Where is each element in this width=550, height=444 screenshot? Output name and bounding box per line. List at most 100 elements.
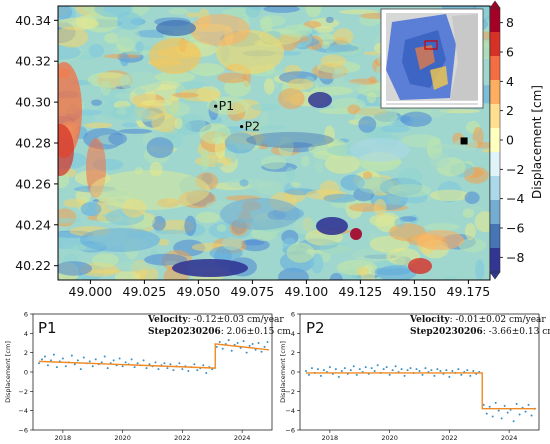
colorbar-segment (490, 176, 500, 200)
ts-data-point (358, 368, 361, 371)
ts-data-point (406, 369, 409, 372)
ts-data-point (418, 370, 421, 373)
raster-texture (325, 16, 334, 24)
raster-texture (121, 122, 138, 128)
ts-data-point (266, 341, 269, 344)
ts-data-point (518, 413, 521, 416)
ts-data-point (106, 367, 109, 370)
ts-data-point (506, 411, 509, 414)
colorbar-tick-label: −6 (506, 221, 524, 236)
ts-data-point (145, 367, 148, 370)
ts-data-point (142, 359, 145, 362)
raster-texture (430, 152, 450, 169)
p1-step-label: Step20230206 (148, 327, 221, 337)
ts-data-point (527, 403, 530, 406)
raster-texture (319, 241, 351, 255)
raster-anomaly (80, 228, 160, 252)
raster-texture (201, 149, 210, 171)
ts-data-point (448, 375, 451, 378)
ts-data-point (488, 405, 491, 408)
ts-data-point (466, 369, 469, 372)
ts-data-point (503, 404, 506, 407)
raster-texture (157, 73, 176, 81)
raster-texture (149, 162, 163, 177)
raster-texture (135, 41, 144, 54)
p1-trend-line (38, 343, 270, 369)
ts-y-tick-label: 4 (24, 330, 28, 338)
raster-texture (481, 148, 490, 153)
raster-texture (114, 271, 141, 280)
map-y-tick-label: 40.26 (15, 176, 51, 191)
inset-sea (450, 14, 478, 100)
raster-texture (332, 68, 345, 86)
ts-data-point (491, 415, 494, 418)
raster-texture (195, 172, 219, 191)
map-x-tick-label: 49.075 (231, 284, 275, 299)
ts-y-tick-label: 2 (291, 349, 295, 357)
colorbar-max-extension (489, 0, 501, 9)
raster-anomaly (58, 124, 74, 176)
colorbar-segment (490, 128, 500, 152)
ts-data-point (88, 360, 91, 363)
raster-texture (287, 78, 314, 91)
raster-texture (58, 208, 77, 227)
ts-data-point (124, 361, 127, 364)
map-x-tick-label: 49.025 (123, 284, 167, 299)
raster-texture (285, 167, 296, 181)
raster-anomaly (156, 20, 196, 36)
raster-texture (475, 259, 485, 280)
ts-y-tick-label: −4 (285, 407, 295, 415)
raster-texture (260, 110, 269, 129)
raster-texture (357, 176, 394, 194)
raster-texture (168, 8, 189, 15)
ts-data-point (61, 357, 64, 360)
raster-texture (336, 259, 378, 276)
ts-data-point (172, 369, 175, 372)
ts-data-point (103, 355, 106, 358)
ts-data-point (91, 365, 94, 368)
p1-step-value: : 2.06±0.15 cm (221, 327, 291, 337)
ts-y-tick-label: −6 (18, 427, 28, 435)
colorbar-segment (490, 152, 500, 176)
raster-texture (152, 216, 166, 231)
p2-step-value: : -3.66±0.13 cm (483, 327, 550, 337)
ts-data-point (121, 365, 124, 368)
raster-texture (400, 111, 432, 127)
raster-texture (321, 41, 331, 49)
raster-texture (216, 224, 227, 232)
ts-data-point (373, 370, 376, 373)
raster-texture (198, 71, 216, 77)
ts-data-point (482, 403, 485, 406)
ts-data-point (337, 375, 340, 378)
ts-data-point (112, 359, 115, 362)
colorbar-ramp (490, 8, 500, 272)
ts-data-point (364, 366, 367, 369)
raster-texture (213, 130, 222, 145)
ts-data-point (236, 342, 239, 344)
colorbar-segment (490, 56, 500, 80)
colorbar-segment (490, 80, 500, 104)
raster-texture (454, 138, 479, 152)
colorbar-segment (490, 104, 500, 128)
raster-texture (206, 96, 250, 115)
raster-texture (394, 218, 405, 228)
p2-velocity-label: Velocity (409, 315, 450, 325)
ts-data-point (40, 358, 43, 361)
raster-texture (313, 26, 334, 33)
raster-texture (83, 122, 113, 129)
raster-texture (261, 155, 287, 170)
raster-anomaly (316, 217, 348, 235)
raster-texture (286, 242, 315, 263)
p1-step-text: Step20230206: 2.06±0.15 cm (148, 327, 291, 337)
ts-data-point (394, 365, 397, 368)
p1-y-axis-label: Displacement [cm] (4, 341, 12, 403)
raster-anomaly (408, 258, 432, 274)
ts-data-point (263, 345, 266, 348)
raster-texture (366, 91, 377, 104)
raster-texture (263, 6, 300, 13)
raster-texture (174, 117, 183, 130)
raster-texture (469, 206, 485, 211)
raster-texture (400, 134, 441, 148)
map-y-tick-label: 40.22 (15, 258, 51, 273)
